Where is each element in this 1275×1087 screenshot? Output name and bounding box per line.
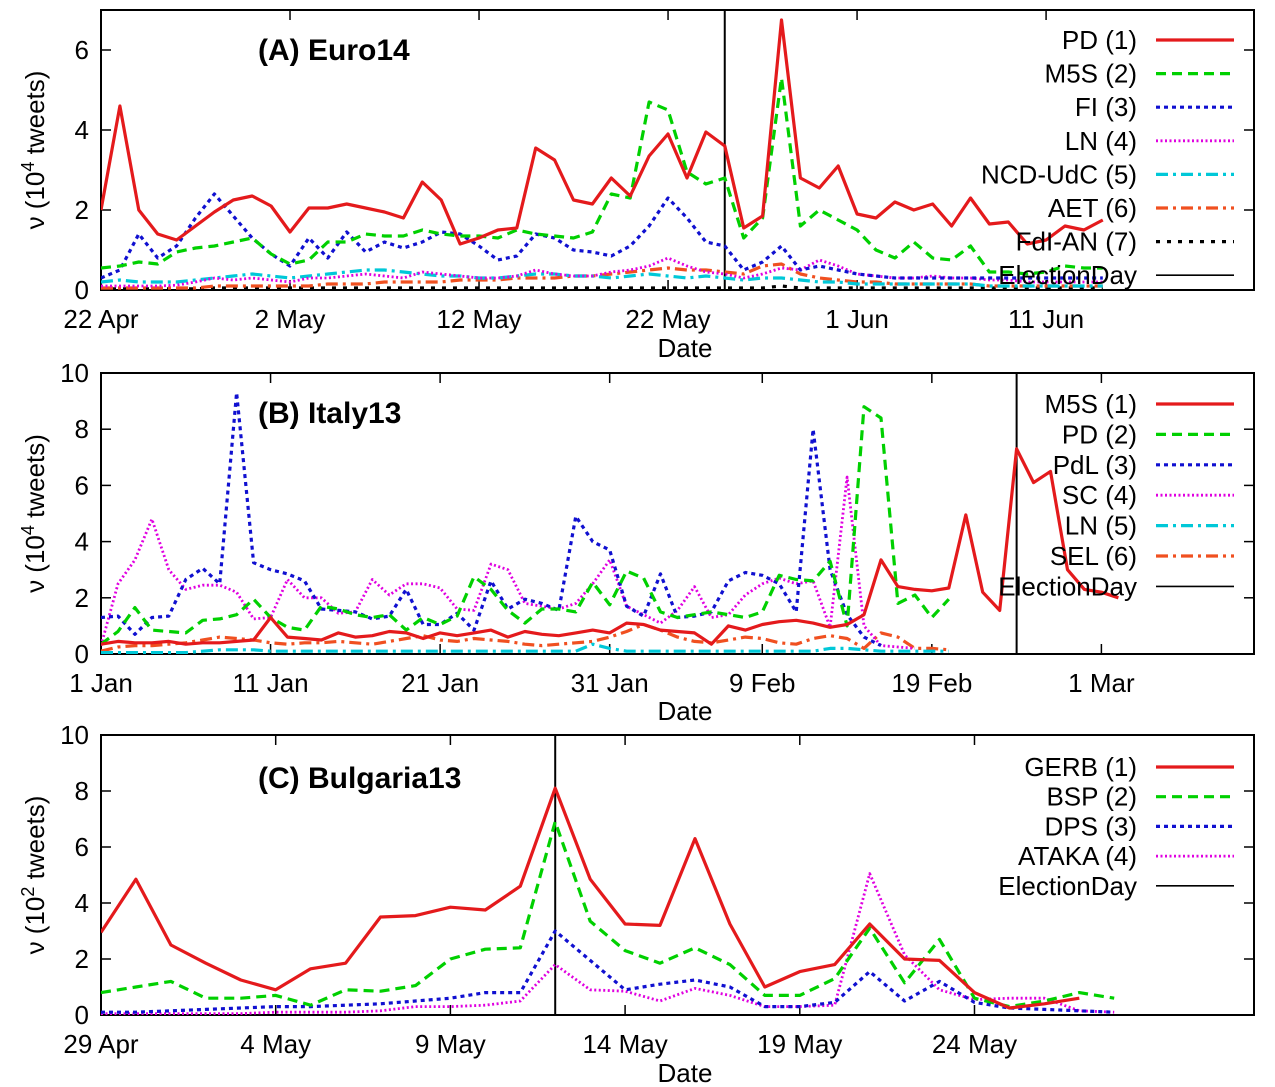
series-line-gerb-1 (101, 786, 1080, 1010)
series-line-dps-3 (101, 929, 1115, 1014)
x-tick-label: 21 Jan (401, 668, 479, 698)
x-tick-label: 9 Feb (729, 668, 796, 698)
legend-label: M5S (1) (1045, 389, 1137, 419)
series-line-fi-3 (101, 192, 1103, 280)
legend-label: LN (4) (1065, 126, 1137, 156)
legend-label: PD (1) (1062, 25, 1137, 55)
plot-frame (100, 9, 1255, 291)
legend-label: SC (4) (1062, 480, 1137, 510)
x-tick-label: 31 Jan (571, 668, 649, 698)
legend: GERB (1)BSP (2)DPS (3)ATAKA (4)ElectionD… (998, 752, 1234, 901)
x-tick-label: 11 Jan (232, 668, 308, 698)
x-tick-label: 2 May (255, 304, 326, 334)
x-tick-label: 11 Jun (1008, 304, 1084, 334)
x-axis-label: Date (658, 696, 713, 726)
y-tick-label: 6 (75, 832, 89, 862)
y-axis-label: ν (104 tweets) (18, 434, 50, 593)
chart-title: (C) Bulgaria13 (258, 762, 461, 795)
x-tick-label: 1 Mar (1068, 668, 1135, 698)
x-tick-label: 1 Jan (69, 668, 133, 698)
legend-label: ElectionDay (998, 260, 1137, 290)
legend-label: GERB (1) (1024, 752, 1137, 782)
legend-label: M5S (2) (1045, 59, 1137, 89)
legend-label: ElectionDay (998, 571, 1137, 601)
x-tick-label: 4 May (240, 1029, 311, 1059)
y-axis-label: ν (102 tweets) (18, 796, 50, 955)
legend-label: AET (6) (1048, 193, 1137, 223)
y-tick-label: 2 (75, 944, 89, 974)
legend-label: ATAKA (4) (1018, 841, 1137, 871)
x-tick-label: 19 May (757, 1029, 842, 1059)
series-line-pd-1 (101, 18, 1104, 246)
y-tick-label: 2 (75, 195, 89, 225)
y-tick-label: 8 (75, 414, 89, 444)
legend-label: LN (5) (1065, 511, 1137, 541)
series-line-ataka-4 (101, 872, 1115, 1015)
series-line-bsp-2 (101, 820, 1115, 1009)
plot-frame (100, 734, 1255, 1016)
x-tick-label: 22 May (625, 304, 710, 334)
series-line-ncd-udc-5 (101, 268, 1103, 288)
y-tick-label: 8 (75, 776, 89, 806)
x-tick-label: 9 May (415, 1029, 486, 1059)
legend-label: DPS (3) (1045, 811, 1137, 841)
x-tick-label: 14 May (582, 1029, 667, 1059)
chart-title: (B) Italy13 (258, 397, 401, 430)
series-line-pd-2 (101, 405, 950, 646)
x-axis-label: Date (658, 333, 713, 363)
x-tick-label: 12 May (436, 304, 521, 334)
y-tick-label: 4 (75, 888, 89, 918)
series-line-fdi-an-7 (101, 284, 1103, 290)
legend-label: PdL (3) (1053, 450, 1137, 480)
y-tick-label: 10 (60, 720, 89, 750)
legend-label: FI (3) (1075, 92, 1137, 122)
chart-panel-1: 0 2 4 6 22 Apr 2 May 12 May 22 May 1 Jun 11 Jun Da… (18, 9, 1255, 363)
legend-label: ElectionDay (998, 871, 1137, 901)
legend: M5S (1)PD (2)PdL (3)SC (4)LN (5)SEL (6)E… (998, 389, 1234, 601)
y-tick-label: 6 (75, 470, 89, 500)
y-axis-label: ν (104 tweets) (18, 71, 50, 230)
x-tick-label: 29 Apr (63, 1029, 139, 1059)
y-tick-label: 10 (60, 358, 89, 388)
legend-label: NCD-UdC (5) (981, 159, 1137, 189)
y-tick-label: 4 (75, 527, 89, 557)
x-axis-label: Date (658, 1058, 713, 1087)
plot-frame (100, 372, 1255, 655)
legend-label: BSP (2) (1046, 782, 1137, 812)
x-tick-label: 1 Jun (825, 304, 889, 334)
legend-label: SEL (6) (1050, 541, 1137, 571)
series-line-ln-4 (101, 256, 1103, 288)
series-line-sel-6 (101, 622, 949, 653)
y-tick-label: 4 (75, 115, 89, 145)
chart-title: (A) Euro14 (258, 34, 410, 67)
series-line-ln-5 (101, 642, 949, 654)
series-line-m5s-1 (101, 447, 1119, 646)
x-tick-label: 24 May (932, 1029, 1017, 1059)
y-tick-label: 0 (75, 1000, 89, 1030)
series-line-m5s-2 (101, 76, 1103, 276)
chart-panel-2: 0 2 4 6 8 10 1 Jan 11 Jan 21 Jan 31 Jan 9 Feb 19 Fe… (18, 358, 1255, 726)
x-tick-label: 22 Apr (63, 304, 139, 334)
y-tick-label: 6 (75, 35, 89, 65)
y-tick-label: 0 (75, 639, 89, 669)
legend-label: FdI-AN (7) (1016, 227, 1137, 257)
y-tick-label: 2 (75, 583, 89, 613)
y-tick-label: 0 (75, 275, 89, 305)
chart-panel-3: 0 2 4 6 8 10 29 Apr 4 May 9 May 14 May 19 May 24 Ma… (18, 720, 1255, 1087)
x-tick-label: 19 Feb (891, 668, 972, 698)
legend-label: PD (2) (1062, 419, 1137, 449)
legend: PD (1) M5S (2)FI (3) LN (4)NCD-UdC (5) AET … (981, 25, 1234, 290)
